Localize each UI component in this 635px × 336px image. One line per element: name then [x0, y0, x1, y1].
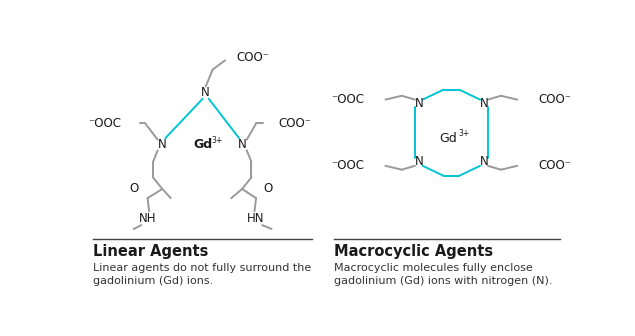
Text: ⁻OOC: ⁻OOC — [331, 159, 364, 172]
Text: N: N — [479, 156, 488, 168]
Text: Linear agents do not fully surround the: Linear agents do not fully surround the — [93, 263, 312, 273]
Text: Macrocyclic molecules fully enclose: Macrocyclic molecules fully enclose — [333, 263, 532, 273]
Text: Gd: Gd — [439, 132, 457, 145]
Text: O: O — [130, 182, 139, 196]
Text: ⁻OOC: ⁻OOC — [88, 117, 121, 130]
Text: N: N — [415, 97, 423, 110]
Text: Macrocyclic Agents: Macrocyclic Agents — [333, 244, 493, 259]
Text: HN: HN — [247, 212, 265, 225]
Text: COO⁻: COO⁻ — [538, 159, 571, 172]
Text: gadolinium (Gd) ions.: gadolinium (Gd) ions. — [93, 276, 213, 286]
Text: N: N — [201, 86, 210, 99]
Text: COO⁻: COO⁻ — [538, 93, 571, 106]
Text: Gd: Gd — [194, 138, 213, 151]
Text: 3+: 3+ — [211, 136, 222, 145]
Text: N: N — [415, 156, 423, 168]
Text: ⁻OOC: ⁻OOC — [331, 93, 364, 106]
Text: O: O — [264, 182, 273, 196]
Text: N: N — [237, 138, 246, 151]
Text: gadolinium (Gd) ions with nitrogen (N).: gadolinium (Gd) ions with nitrogen (N). — [333, 276, 552, 286]
Text: COO⁻: COO⁻ — [237, 51, 270, 64]
Text: 3+: 3+ — [458, 129, 469, 138]
Text: NH: NH — [139, 212, 156, 225]
Text: Linear Agents: Linear Agents — [93, 244, 209, 259]
Text: N: N — [479, 97, 488, 110]
Text: N: N — [158, 138, 166, 151]
Text: COO⁻: COO⁻ — [279, 117, 312, 130]
